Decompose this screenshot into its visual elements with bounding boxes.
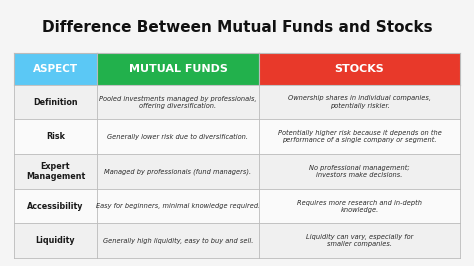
Text: Generally lower risk due to diversification.: Generally lower risk due to diversificat… [108, 134, 248, 140]
Text: MUTUAL FUNDS: MUTUAL FUNDS [128, 64, 228, 74]
Text: Managed by professionals (fund managers).: Managed by professionals (fund managers)… [104, 168, 252, 174]
Text: Expert
Management: Expert Management [26, 162, 85, 181]
Text: Risk: Risk [46, 132, 65, 141]
Text: No professional management;
investors make decisions.: No professional management; investors ma… [309, 165, 410, 178]
Text: Definition: Definition [33, 98, 78, 107]
Text: Accessibility: Accessibility [27, 202, 84, 210]
Text: STOCKS: STOCKS [335, 64, 384, 74]
Text: Easy for beginners, minimal knowledge required.: Easy for beginners, minimal knowledge re… [96, 203, 260, 209]
Text: Liquidity can vary, especially for
smaller companies.: Liquidity can vary, especially for small… [306, 234, 413, 247]
Text: Pooled investments managed by professionals,
offering diversification.: Pooled investments managed by profession… [99, 95, 257, 109]
Text: Generally high liquidity, easy to buy and sell.: Generally high liquidity, easy to buy an… [103, 238, 253, 244]
Text: Requires more research and in-depth
knowledge.: Requires more research and in-depth know… [297, 200, 422, 213]
Text: Potentially higher risk because it depends on the
performance of a single compan: Potentially higher risk because it depen… [278, 130, 441, 143]
Text: Difference Between Mutual Funds and Stocks: Difference Between Mutual Funds and Stoc… [42, 20, 432, 35]
Text: ASPECT: ASPECT [33, 64, 78, 74]
Text: Ownership shares in individual companies,
potentially riskier.: Ownership shares in individual companies… [288, 95, 431, 109]
Text: Liquidity: Liquidity [36, 236, 75, 245]
